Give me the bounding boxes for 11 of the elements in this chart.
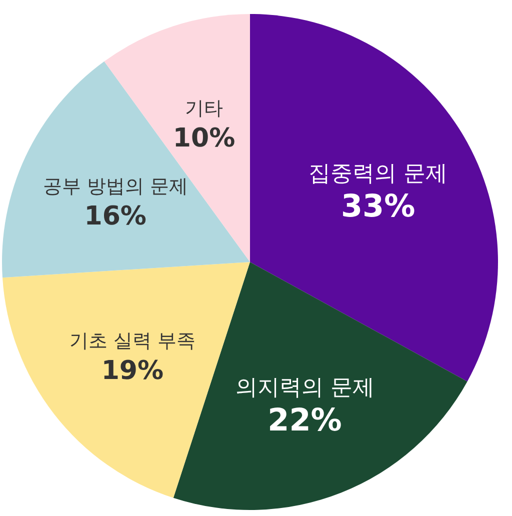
data-label: 16% bbox=[84, 202, 146, 232]
slice-label: 기타 bbox=[185, 97, 224, 120]
data-label: 10% bbox=[172, 123, 236, 154]
pie-slice bbox=[2, 61, 250, 278]
data-label: 33% bbox=[340, 188, 416, 224]
slice-label: 공부 방법의 문제 bbox=[42, 176, 188, 198]
slice-label: 기초 실력 부족 bbox=[69, 330, 196, 352]
slice-label: 의지력의 문제 bbox=[235, 375, 374, 400]
data-label: 19% bbox=[101, 356, 164, 386]
slice-label: 집중력의 문제 bbox=[308, 161, 448, 186]
data-label: 22% bbox=[268, 402, 342, 438]
